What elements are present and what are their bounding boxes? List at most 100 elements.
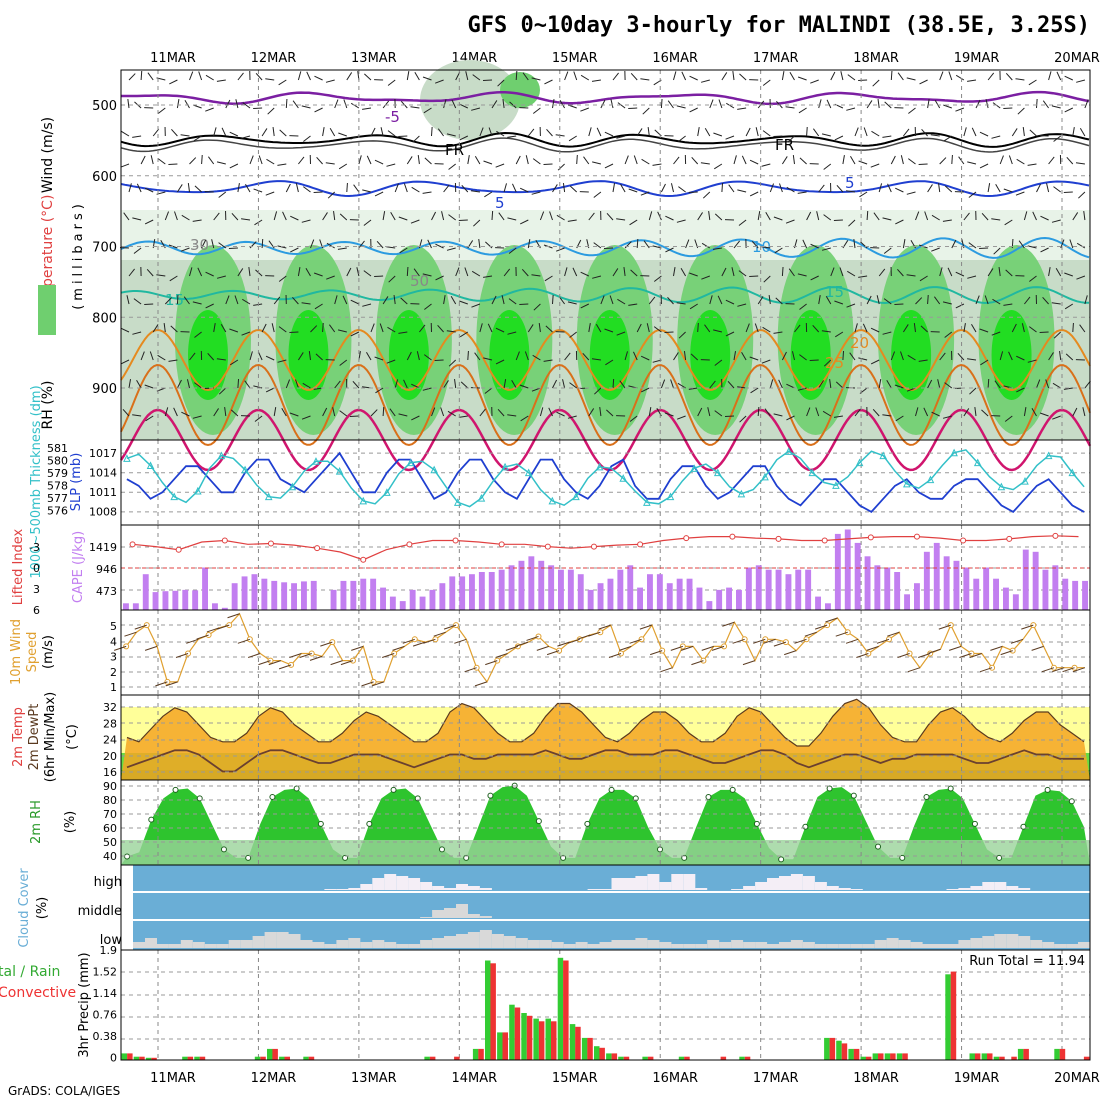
- cape-bar: [854, 542, 861, 610]
- cape-bar: [745, 567, 752, 610]
- wind-barb: [683, 351, 687, 361]
- wind-barb: [374, 356, 384, 361]
- wind-barb: [314, 107, 323, 113]
- wind-barb: [261, 128, 268, 137]
- wind-barb: [689, 303, 698, 310]
- date-label-bottom: 16MAR: [652, 1071, 698, 1086]
- wind-barb: [1004, 415, 1013, 422]
- contour-label: 50: [410, 272, 429, 290]
- thickness-ylabel: 1000~500mb Thickness (dm): [29, 385, 44, 578]
- wind-barb: [257, 351, 263, 361]
- wind-barb: [474, 155, 481, 165]
- contour-minus5: [121, 90, 1090, 106]
- wind-barb: [1053, 331, 1062, 339]
- ylabel-precip: 3hr Precip (mm): [77, 952, 92, 1057]
- wind-barb-10m: [670, 645, 683, 651]
- wind-barb: [677, 382, 686, 389]
- wind-barb: [144, 303, 154, 306]
- wind-barb: [382, 406, 385, 417]
- ylabel-wind10m: 10m Wind: [9, 619, 24, 685]
- cape-bar: [607, 578, 614, 610]
- wind-barb: [826, 99, 832, 109]
- temp-tick: 20: [103, 750, 117, 763]
- wind-barb: [567, 219, 577, 222]
- cape-bar: [716, 589, 723, 610]
- wind-barb: [866, 100, 873, 109]
- cape-bar: [558, 569, 564, 610]
- date-label-bottom: 12MAR: [251, 1071, 297, 1086]
- cloud-bar-low: [1042, 942, 1055, 948]
- cape-bar: [805, 569, 812, 610]
- precip-total-bar: [848, 1048, 854, 1060]
- rh-blob-core: [589, 310, 630, 400]
- wind-barb: [660, 98, 663, 109]
- slp-line: [126, 451, 1085, 514]
- wind-barb: [364, 73, 372, 81]
- contour-10: [120, 236, 1090, 259]
- cape-bar: [469, 574, 475, 610]
- wind-barb: [628, 107, 638, 110]
- thickness-line-point: [879, 451, 888, 460]
- wind-barb: [714, 410, 723, 417]
- wind-barb: [878, 379, 882, 389]
- wind-barb: [248, 267, 251, 277]
- ylabel-tempunit: (°C): [65, 724, 80, 750]
- wind-barb-10m: [165, 681, 178, 687]
- wind-barb: [507, 331, 517, 335]
- wind-tick: 3: [110, 651, 117, 664]
- cloud-bar-high: [695, 888, 708, 890]
- cape-bar: [241, 576, 248, 610]
- wind-barb: [773, 331, 783, 334]
- wind-barb: [763, 275, 771, 283]
- li-tick: 0: [33, 562, 40, 575]
- wind-barb: [700, 79, 710, 83]
- cape-bar: [231, 583, 238, 610]
- wind-barb: [786, 383, 795, 389]
- cape-bar: [142, 574, 149, 610]
- wind-barb: [197, 267, 203, 277]
- wind-barb: [327, 191, 336, 199]
- cloud-bar-high: [408, 878, 421, 890]
- wind-barb-10m: [660, 667, 673, 673]
- wind-barb: [552, 294, 554, 305]
- wind-barb: [362, 189, 372, 193]
- wind-barb: [237, 72, 244, 81]
- li-line: [132, 535, 1079, 561]
- wind-barb: [751, 240, 759, 249]
- thickness-line-point: [973, 458, 982, 467]
- wind-barb: [1028, 326, 1037, 333]
- ylabel-cape: CAPE (J/kg): [71, 531, 86, 603]
- wind-barb: [709, 380, 716, 389]
- wind-barb-10m: [845, 638, 859, 644]
- cloud-bar-high: [1006, 886, 1019, 890]
- wind-barb: [1064, 75, 1074, 81]
- wind-barb-10m: [639, 624, 653, 630]
- wind-barb-10m: [206, 627, 220, 633]
- wind-barb: [205, 107, 214, 112]
- wind-barb: [967, 161, 977, 165]
- cloud-bar-low: [527, 940, 540, 948]
- wind-barb: [999, 351, 1004, 361]
- wind-barb: [552, 379, 558, 389]
- wind-barb: [721, 267, 727, 277]
- wind-barb-10m: [876, 638, 890, 644]
- cloud-bar-high: [348, 888, 361, 890]
- cape-bar: [1042, 569, 1049, 610]
- wind-barb: [797, 273, 807, 277]
- wind-barb: [278, 326, 287, 333]
- wind-barb: [386, 163, 396, 167]
- wind-barb: [785, 106, 795, 109]
- wind-barb: [1084, 99, 1089, 109]
- wind-barb-10m: [412, 641, 426, 647]
- wind-barb: [741, 351, 747, 361]
- wind-barb: [724, 415, 735, 418]
- wind-barb: [308, 351, 311, 361]
- li-line-point: [913, 533, 920, 540]
- precip-conv-bar: [1083, 1056, 1090, 1060]
- precip-label-total: tal / Rain: [0, 964, 60, 980]
- wind-barb: [437, 128, 445, 137]
- wind-barb: [944, 382, 953, 389]
- cloud-bar-low: [707, 940, 720, 948]
- wind-barb: [508, 247, 517, 254]
- wind-barb: [816, 211, 820, 221]
